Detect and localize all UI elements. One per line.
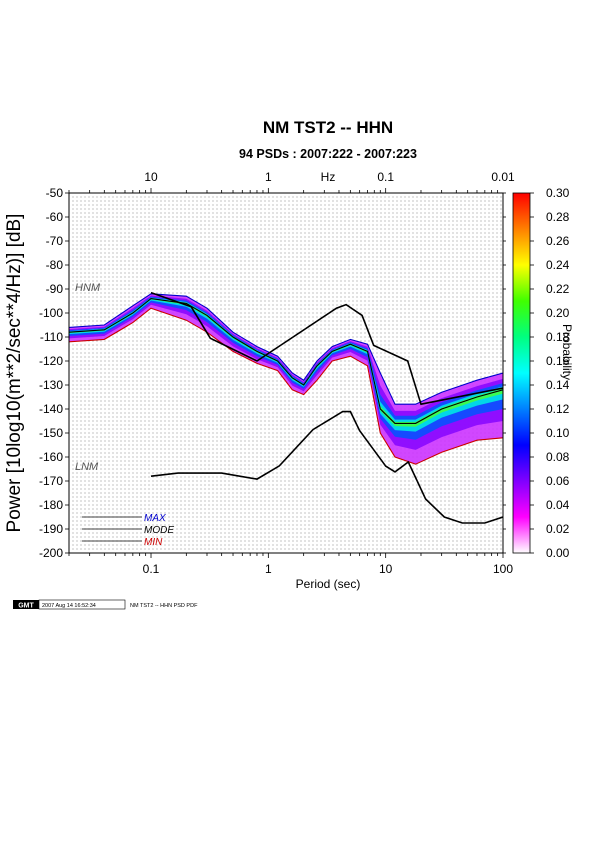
legend-label-min: MIN (144, 537, 163, 548)
plot-frame (68, 192, 504, 554)
chart-subtitle: 94 PSDs : 2007:222 - 2007:223 (239, 147, 417, 161)
y-tick-label: -90 (46, 282, 64, 296)
x2-axis-label: Hz (321, 170, 336, 184)
y-tick-label: -120 (39, 354, 63, 368)
colorbar-tick-label: 0.06 (546, 474, 570, 488)
colorbar-tick-label: 0.18 (546, 330, 570, 344)
colorbar-tick-label: 0.22 (546, 282, 570, 296)
y-tick-label: -140 (39, 402, 63, 416)
colorbar-tick-label: 0.24 (546, 258, 570, 272)
legend-label-mode: MODE (144, 525, 174, 536)
y-tick-label: -160 (39, 450, 63, 464)
hnm-label: HNM (75, 282, 101, 294)
gmt-logo-text: GMT (18, 603, 34, 610)
colorbar-tick-label: 0.20 (546, 306, 570, 320)
x2-tick-label: 0.1 (377, 170, 394, 184)
top-frequency-axis: 10 1 0.1 0.01 (68, 170, 515, 193)
colorbar-tick-label: 0.12 (546, 402, 570, 416)
hnm-curve (150, 291, 503, 406)
colorbar-tick-label: 0.00 (546, 546, 570, 560)
timestamp-box (38, 599, 126, 610)
colorbar-tick-label: 0.04 (546, 498, 570, 512)
colorbar-tick-label: 0.02 (546, 522, 570, 536)
stat-line-mode (69, 298, 503, 424)
y-tick-label: -190 (39, 522, 63, 536)
colorbar-axis: 0.00 0.02 0.04 0.06 0.08 0.10 0.12 0.14 0.16 0.18… (530, 186, 570, 560)
x-axis-label: Period (sec) (296, 577, 361, 591)
x2-tick-label: 1 (265, 170, 272, 184)
y-tick-label: -70 (46, 234, 64, 248)
colorbar-tick-label: 0.16 (546, 354, 570, 368)
y-tick-label: -60 (46, 210, 64, 224)
x-axis: 0.1 1 10 100 (68, 553, 513, 576)
pdf-heatmap-layer (69, 293, 503, 465)
y-tick-label: -80 (46, 258, 64, 272)
colorbar-tick-label: 0.14 (546, 378, 570, 392)
y-axis: -50 -60 -70 -80 -90 -100 -110 -120 -130 -140 -150 -… (39, 186, 506, 560)
x2-tick-label: 10 (144, 170, 158, 184)
y-tick-label: -180 (39, 498, 63, 512)
y-axis-label: Power [10log10(m**2/sec**4/Hz)] [dB] (4, 214, 25, 533)
legend-label-max: MAX (144, 513, 166, 524)
colorbar (512, 192, 531, 554)
stat-line-max (69, 293, 503, 405)
noise-model-layer (150, 291, 503, 524)
lnm-label: LNM (75, 461, 99, 473)
footer-caption: NM TST2 -- HHN PSD PDF (130, 603, 198, 609)
colorbar-tick-label: 0.10 (546, 426, 570, 440)
colorbar-tick-label: 0.28 (546, 210, 570, 224)
y-tick-label: -100 (39, 306, 63, 320)
chart-title: NM TST2 -- HHN (263, 118, 393, 137)
y-tick-label: -130 (39, 378, 63, 392)
y-tick-label: -200 (39, 546, 63, 560)
y-tick-label: -170 (39, 474, 63, 488)
x-tick-label: 10 (379, 562, 393, 576)
y-tick-label: -110 (40, 330, 63, 344)
x-tick-label: 0.1 (143, 562, 160, 576)
x2-tick-label: 0.01 (491, 170, 515, 184)
footer-timestamp: 2007 Aug 14 16:52:34 (42, 603, 96, 609)
gmt-logo (13, 600, 39, 609)
y-tick-label: -150 (39, 426, 63, 440)
lnm-curve (150, 410, 503, 524)
x-tick-label: 100 (493, 562, 513, 576)
y-tick-label: -50 (46, 186, 64, 200)
colorbar-tick-label: 0.08 (546, 450, 570, 464)
colorbar-label: Probability (560, 324, 574, 380)
colorbar-tick-label: 0.26 (546, 234, 570, 248)
colorbar-tick-label: 0.30 (546, 186, 570, 200)
x-tick-label: 1 (265, 562, 272, 576)
